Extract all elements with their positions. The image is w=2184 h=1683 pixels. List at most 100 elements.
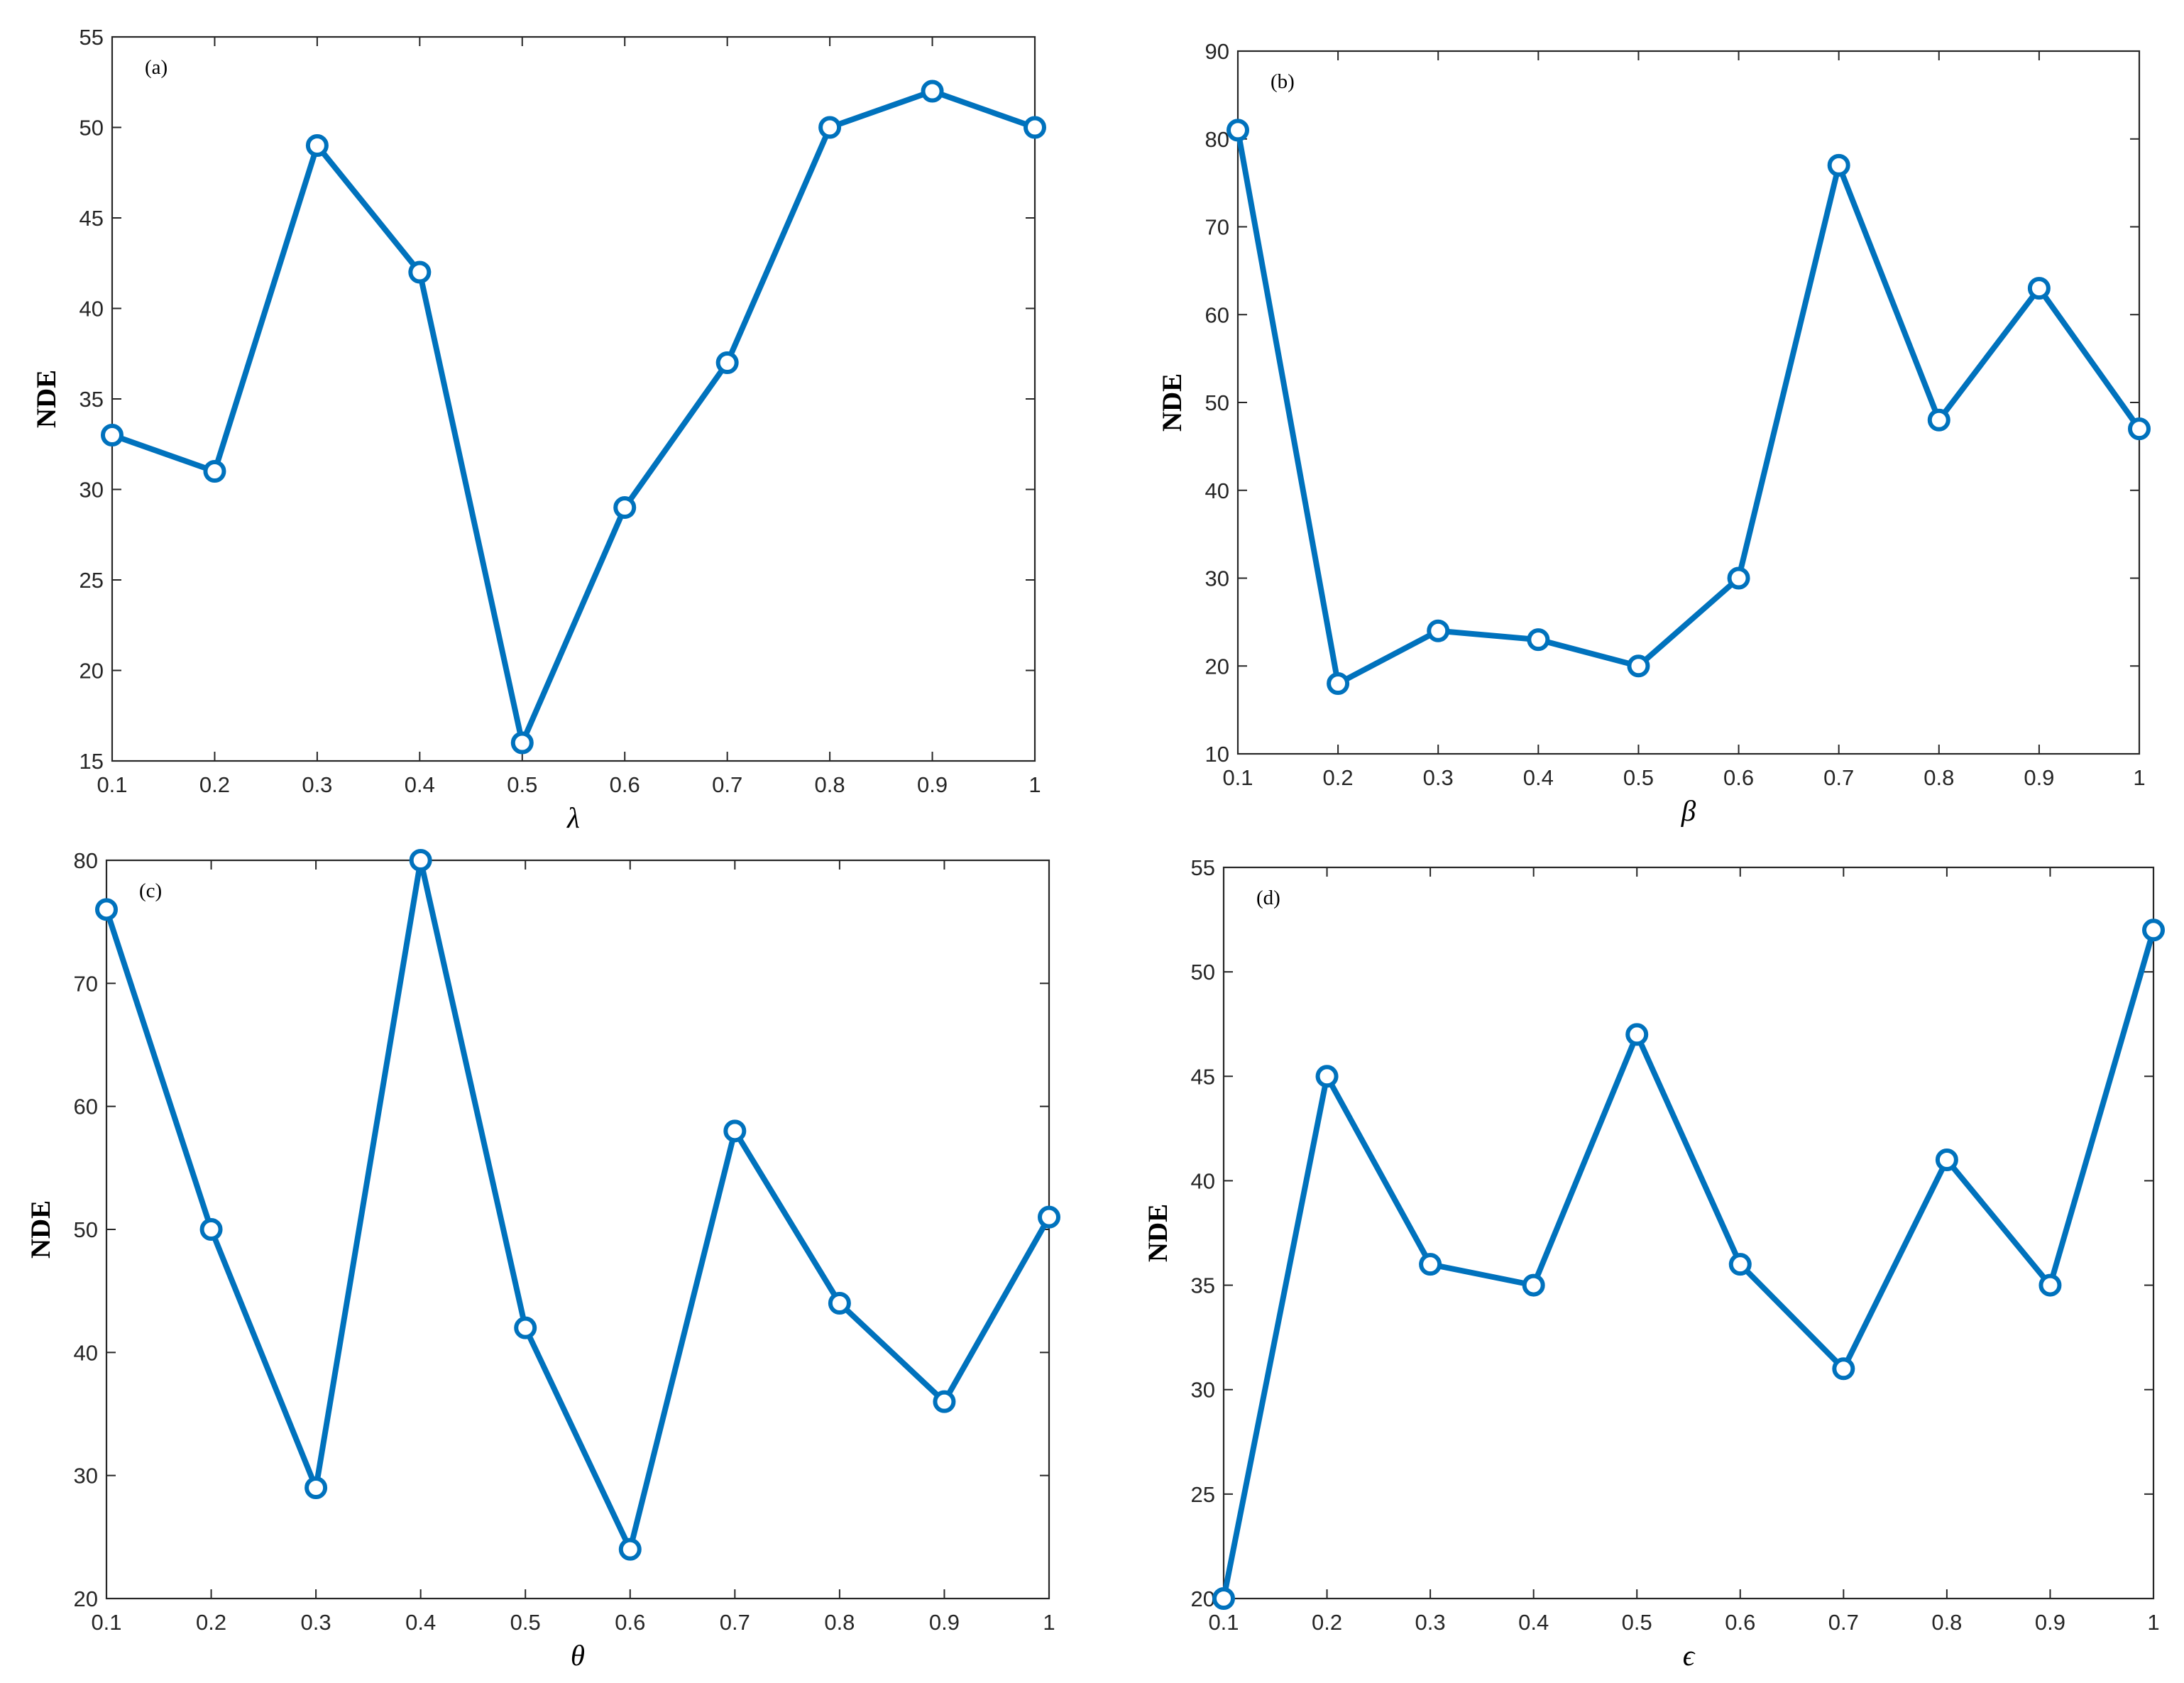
- y-axis-label: NDE: [1157, 373, 1187, 432]
- x-tick-label: 0.8: [815, 772, 845, 797]
- data-point: [1212, 1587, 1235, 1610]
- y-tick-label: 50: [1191, 960, 1215, 985]
- y-tick-label: 20: [74, 1586, 98, 1611]
- y-tick-label: 15: [79, 749, 104, 774]
- y-axis-label: NDE: [31, 370, 62, 428]
- x-tick-label: 1: [1028, 772, 1041, 797]
- data-point: [1522, 1273, 1545, 1297]
- y-tick-label: 90: [1205, 39, 1229, 64]
- y-tick-label: 30: [74, 1464, 98, 1489]
- panel-label: (a): [145, 56, 168, 79]
- x-tick-label: 0.2: [1323, 765, 1354, 790]
- panel-b: 0.1 0.2 0.3 0.4 0.5 0.6 0.7 0.8 0.9 1 10 20 30 40 50 60…: [1157, 39, 2151, 827]
- x-tick-label: 0.7: [1828, 1610, 1859, 1635]
- x-tick-label: 0.1: [1222, 765, 1253, 790]
- data-point: [510, 731, 534, 755]
- panel-c: 0.1 0.2 0.3 0.4 0.5 0.6 0.7 0.8 0.9 1 20 30 40 50 60 70…: [26, 848, 1060, 1672]
- y-tick-label: 20: [1191, 1586, 1215, 1611]
- y-tick-label: 55: [1191, 855, 1215, 880]
- data-point: [101, 424, 124, 446]
- series-line: [1235, 129, 2142, 689]
- x-tick-label: 0.6: [615, 1610, 645, 1635]
- y-tick-label: 50: [1205, 390, 1229, 415]
- data-point: [1527, 628, 1550, 652]
- y-tick-label: 25: [1191, 1482, 1215, 1507]
- panel-a: 0.1 0.2 0.3 0.4 0.5 0.6 0.7 0.8 0.9 1 15 20 25 30 35 40…: [31, 25, 1046, 834]
- y-tick-label: 70: [1205, 215, 1229, 240]
- x-tick-label: 0.4: [1518, 1610, 1549, 1635]
- data-point: [305, 134, 329, 157]
- x-tick-label: 0.4: [1523, 765, 1554, 790]
- x-tick-label: 0.9: [929, 1610, 960, 1635]
- x-tick-label: 0.9: [2024, 765, 2054, 790]
- series-line: [104, 860, 1052, 1558]
- x-tick-label: 0.3: [1423, 765, 1454, 790]
- data-point: [715, 351, 739, 374]
- x-tick-label: 0.1: [97, 772, 127, 797]
- data-point: [1627, 654, 1650, 678]
- data-point: [613, 496, 637, 519]
- data-point: [203, 460, 226, 483]
- x-tick-label: 0.2: [199, 772, 230, 797]
- y-tick-label: 20: [1205, 654, 1229, 679]
- axes-box: [1236, 50, 2141, 755]
- y-tick-label: 60: [1205, 302, 1229, 327]
- data-point: [408, 261, 432, 284]
- y-tick-label: 30: [1191, 1378, 1215, 1403]
- y-tick-label: 45: [1191, 1064, 1215, 1089]
- y-tick-label: 50: [74, 1217, 98, 1242]
- data-point: [1038, 1205, 1060, 1229]
- x-tick-label: 1: [2133, 765, 2145, 790]
- panel-label: (b): [1271, 70, 1295, 93]
- x-tick-label: 0.9: [2035, 1610, 2065, 1635]
- x-tick-label: 0.5: [1622, 1610, 1652, 1635]
- y-tick-label: 60: [74, 1095, 98, 1119]
- data-point: [2038, 1273, 2062, 1297]
- x-tick-label: 0.7: [1823, 765, 1854, 790]
- data-point: [818, 116, 842, 139]
- x-tick-label: 0.7: [712, 772, 742, 797]
- x-tick-label: 0.9: [917, 772, 948, 797]
- y-axis-label: NDE: [26, 1200, 56, 1259]
- axes-box: [111, 35, 1036, 762]
- data-point: [1327, 672, 1350, 695]
- x-tick-label: 0.7: [720, 1610, 750, 1635]
- data-point: [1419, 1253, 1442, 1276]
- x-tick-label: 0.5: [507, 772, 537, 797]
- data-point: [1832, 1357, 1855, 1381]
- x-tick-label: 0.6: [1723, 765, 1754, 790]
- data-point: [1727, 566, 1750, 590]
- x-axis-label: θ: [571, 1639, 585, 1672]
- data-point: [304, 1476, 328, 1499]
- series-line: [1221, 929, 2156, 1599]
- axes-box: [1222, 866, 2155, 1600]
- data-point: [1227, 119, 1249, 142]
- series-line: [111, 88, 1036, 752]
- data-point: [723, 1119, 747, 1143]
- x-tick-label: 0.5: [510, 1610, 541, 1635]
- x-tick-label: 0.8: [824, 1610, 855, 1635]
- x-tick-label: 0.1: [1208, 1610, 1239, 1635]
- data-point: [828, 1292, 851, 1315]
- data-point: [2027, 277, 2051, 300]
- y-tick-label: 35: [1191, 1273, 1215, 1298]
- x-axis-label: β: [1681, 794, 1696, 827]
- x-axis-label: ϵ: [1683, 1639, 1696, 1672]
- x-tick-label: 0.4: [405, 772, 435, 797]
- y-tick-label: 50: [79, 116, 104, 141]
- data-point: [2142, 919, 2165, 942]
- x-tick-label: 0.1: [91, 1610, 121, 1635]
- x-tick-label: 0.2: [196, 1610, 226, 1635]
- data-point: [514, 1316, 537, 1339]
- x-tick-label: 0.8: [1931, 1610, 1962, 1635]
- x-axis-label: λ: [566, 801, 580, 834]
- y-tick-label: 55: [79, 25, 104, 50]
- y-tick-label: 30: [79, 478, 104, 503]
- data-point: [1935, 1149, 1958, 1171]
- x-tick-label: 1: [1043, 1610, 1055, 1635]
- x-tick-label: 0.8: [1924, 765, 1954, 790]
- axes-box: [105, 859, 1050, 1600]
- y-tick-label: 70: [74, 971, 98, 996]
- y-tick-label: 80: [74, 848, 98, 873]
- y-axis-label: NDE: [1143, 1204, 1173, 1262]
